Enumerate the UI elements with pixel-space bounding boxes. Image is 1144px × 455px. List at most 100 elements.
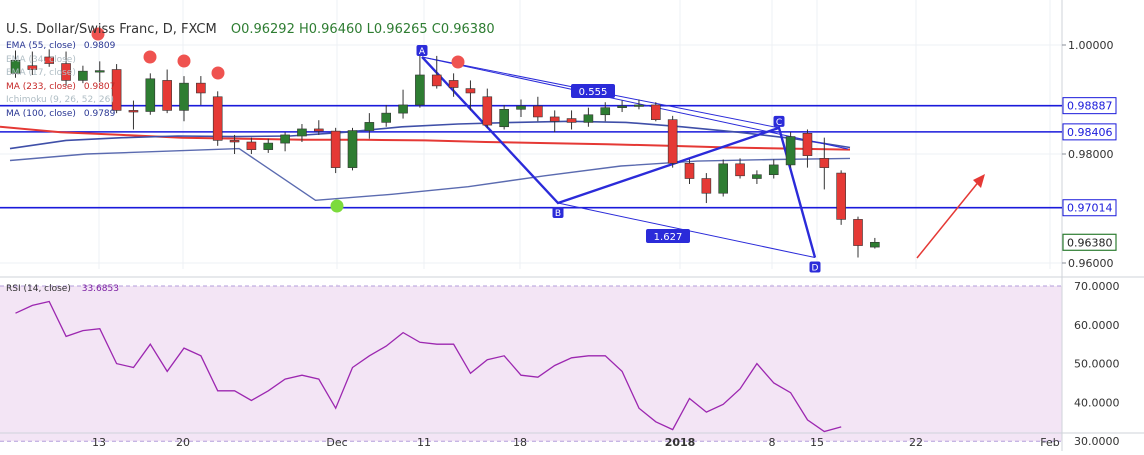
legend-label: MA (233, close) [6, 81, 76, 92]
candle-body [111, 69, 122, 111]
legend-row: Ichimoku (9, 26, 52, 26) [6, 95, 114, 105]
pattern-point-label: B [555, 209, 561, 219]
candle-body [482, 96, 493, 126]
legend-value: 0.9807 [83, 81, 116, 92]
candle-body [802, 132, 813, 156]
abcd-pattern-line [421, 56, 817, 258]
rsi-line [15, 300, 842, 433]
legend-label: EMA (55, close) [6, 41, 76, 51]
legend-label: Ichimoku (9, 26, 52, 26) [6, 95, 114, 105]
pattern-ratio-badge [646, 229, 690, 243]
pattern-point-label: D [812, 264, 819, 274]
time-axis-label: 11 [417, 436, 431, 449]
bearish-signal-marker [451, 55, 465, 69]
candle-body [718, 163, 729, 194]
legend-label: MA (100, close) [6, 108, 76, 119]
legend-row: MA (100, close) 0.9789 [6, 109, 115, 119]
candle-body [162, 80, 172, 111]
rsi-axis-label: 70.0000 [1074, 280, 1120, 293]
candle-body [229, 140, 240, 143]
candle-body [785, 136, 796, 166]
level-price-label: 0.98887 [1067, 100, 1113, 113]
price-axis-label: 0.96000 [1068, 257, 1114, 270]
candle-body [364, 122, 375, 131]
price-axis-label: 0.98000 [1068, 148, 1114, 161]
time-axis-label: 15 [810, 436, 824, 449]
pattern-ratio-badge [571, 84, 615, 98]
candle-body [533, 105, 543, 118]
candle-body [179, 82, 189, 111]
time-axis-label: 2018 [665, 436, 696, 449]
candle-body [549, 116, 560, 122]
candle-body [415, 74, 425, 106]
ma-233-line [0, 125, 851, 151]
legend-value: 0.9789 [83, 108, 116, 119]
candle-body [870, 241, 880, 248]
bearish-signal-marker [91, 27, 105, 41]
level-price-label: 0.97014 [1067, 202, 1113, 215]
candle-body [516, 105, 526, 110]
legend-value: 0.9809 [83, 41, 116, 51]
candle-body [313, 128, 324, 132]
projection-arrow-line [916, 179, 981, 259]
price-axis-label: 1.00000 [1068, 39, 1114, 52]
pattern-point-label: A [419, 47, 426, 57]
bullish-signal-marker [330, 199, 344, 213]
candle-body [431, 74, 442, 87]
bearish-signal-marker [177, 54, 191, 68]
pattern-upper-channel [421, 56, 849, 150]
candle-body [853, 219, 863, 246]
legend-row: MA (233, close) 0.9807 [6, 82, 115, 92]
candle-body [128, 110, 139, 113]
candle-body [61, 63, 71, 81]
pattern-point-label: C [776, 118, 782, 128]
time-axis-label: Feb [1040, 436, 1059, 449]
legend-row: EMA (17, close) [6, 68, 76, 78]
candle-body [27, 65, 38, 70]
candle-body [465, 88, 476, 94]
candle-body [583, 114, 594, 123]
time-axis-label: 18 [513, 436, 527, 449]
candle-body [10, 59, 21, 74]
candle-body [752, 174, 762, 179]
legend-row: EMA (34, close) [6, 55, 76, 65]
projection-arrow-head [973, 174, 985, 188]
candle-body [566, 118, 577, 123]
current-price-label: 0.96380 [1067, 236, 1113, 249]
time-axis-label: 13 [92, 436, 106, 449]
rsi-axis-label: 40.0000 [1074, 396, 1120, 409]
level-price-tag [1062, 97, 1117, 115]
legend-label: EMA (17, close) [6, 68, 76, 78]
candle-body [617, 105, 627, 108]
chart-title: U.S. Dollar/Swiss Franc, D, FXCM [6, 22, 217, 37]
ema-55-line [9, 120, 851, 150]
rsi-legend-label: RSI (14, close) [6, 284, 71, 294]
candle-body [667, 119, 678, 164]
candle-body [44, 56, 55, 64]
pattern-point-badge [552, 207, 564, 219]
rsi-band [0, 286, 1062, 442]
candle-body [735, 163, 745, 177]
candle-body [768, 164, 779, 176]
candle-body [684, 162, 695, 179]
candle-body [246, 141, 257, 150]
candle-body [499, 109, 509, 128]
candle-body [94, 70, 105, 73]
candle-body [398, 104, 408, 114]
candle-body [600, 107, 611, 116]
pattern-ratio-label: 1.627 [654, 232, 683, 243]
candle-body [297, 128, 307, 137]
time-axis-label: 22 [909, 436, 923, 449]
pattern-ratio-label: 0.555 [579, 87, 608, 98]
candle-body [280, 134, 290, 144]
pattern-point-badge [416, 44, 428, 56]
candle-body [634, 104, 644, 107]
bearish-signal-marker [211, 66, 225, 80]
level-price-label: 0.98406 [1067, 126, 1113, 139]
candle-body [263, 142, 274, 150]
ma-100-line [9, 147, 851, 202]
pattern-point-badge [773, 115, 785, 127]
chart-header: U.S. Dollar/Swiss Franc, D, FXCM O0.9629… [6, 22, 495, 37]
